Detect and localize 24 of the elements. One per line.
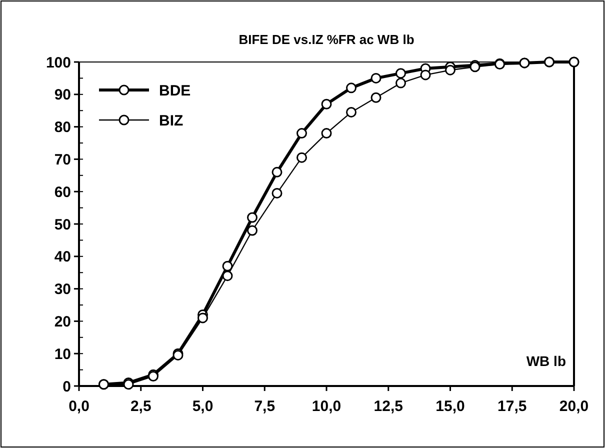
x-tick-label: 0,0 [68,398,90,415]
x-tick-label: 17,5 [498,398,527,415]
x-tick-label: 5,0 [192,398,214,415]
y-tick-label: 80 [54,119,71,136]
x-tick-label: 2,5 [130,398,152,415]
y-tick-label: 70 [54,151,71,168]
x-axis-title: WB lb [526,353,566,369]
x-tick-label: 7,5 [254,398,276,415]
x-tick-label: 12,5 [374,398,403,415]
chart-title: BIFE DE vs.IZ %FR ac WB lb [238,32,414,47]
legend-label: BDE [159,82,191,100]
x-tick-label: 10,0 [312,398,342,415]
y-tick-label: 60 [54,184,71,201]
x-tick-label: 20,0 [559,398,589,415]
y-tick-label: 50 [54,216,71,234]
legend-label: BIZ [159,112,184,130]
y-tick-label: 100 [46,54,71,72]
y-tick-label: 10 [54,346,71,363]
y-tick-label: 0 [62,378,71,396]
x-tick-label: 15,0 [436,398,465,415]
y-tick-label: 30 [54,281,71,298]
y-tick-label: 90 [54,86,71,104]
y-tick-label: 40 [54,248,71,266]
y-tick-label: 20 [54,313,71,330]
